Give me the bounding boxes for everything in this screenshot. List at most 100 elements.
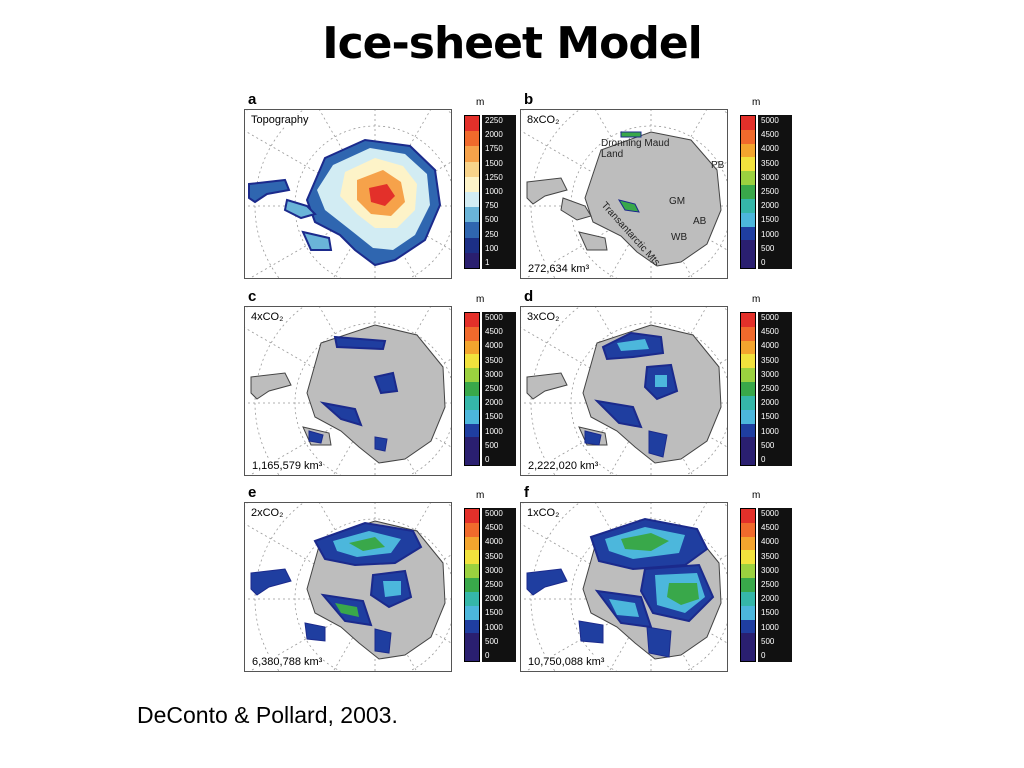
colorbar-swatch <box>741 212 755 227</box>
meridian-line <box>374 307 431 404</box>
map-graphic <box>521 110 727 278</box>
antarctica-map: 4xCO₂ 1,165,579 km³ <box>244 306 452 476</box>
colorbar-unit: m <box>476 97 485 108</box>
colorbar-swatch <box>465 591 479 606</box>
colorbar-swatch <box>465 550 479 565</box>
colorbar-swatch <box>465 437 479 452</box>
colorbar-tick-label: 4000 <box>485 537 503 547</box>
colorbar-tick-label: 4000 <box>761 537 779 547</box>
antarctica-map: 1xCO₂ 10,750,088 km³ <box>520 502 728 672</box>
colorbar-swatch <box>465 536 479 551</box>
colorbar-tick-label: 500 <box>485 440 499 450</box>
colorbar-swatch <box>741 647 755 661</box>
map-label: 4xCO₂ <box>250 311 285 323</box>
ice-volume: 6,380,788 km³ <box>251 656 324 668</box>
colorbar-swatch <box>465 161 479 177</box>
colorbar <box>740 312 756 466</box>
colorbar-tick-label: 2000 <box>485 594 503 604</box>
colorbar-ticks: 5000 4500 4000 3500 3000 2500 2000 1500 1000 500 0 <box>758 312 792 466</box>
colorbar-tick-label: 4000 <box>761 144 779 154</box>
map-graphic <box>245 503 451 671</box>
colorbar-swatch <box>741 354 755 369</box>
map-graphic <box>245 307 451 475</box>
colorbar-tick-label: 2500 <box>485 383 503 393</box>
region-wb: WB <box>671 232 688 243</box>
colorbar-swatch <box>741 409 755 424</box>
meridian-line <box>245 327 376 404</box>
colorbar-tick-label: 5000 <box>485 509 503 518</box>
colorbar-tick-label: 1500 <box>761 412 779 422</box>
colorbar-tick-label: 3500 <box>761 355 779 365</box>
meridian-line <box>319 503 376 600</box>
colorbar-tick-label: 1500 <box>485 158 503 168</box>
colorbar-swatch <box>465 633 479 648</box>
ice-volume: 2,222,020 km³ <box>527 460 600 472</box>
panel-letter: c <box>248 288 257 305</box>
antarctica-map: 3xCO₂ 2,222,020 km³ <box>520 306 728 476</box>
colorbar-unit: m <box>752 490 761 501</box>
colorbar-swatch <box>741 254 755 268</box>
colorbar-tick-label: 4500 <box>761 327 779 337</box>
colorbar-swatch <box>465 176 479 193</box>
colorbar-swatch <box>465 146 479 162</box>
colorbar-swatch <box>465 423 479 438</box>
colorbar-swatch <box>741 226 755 241</box>
colorbar-swatch <box>741 536 755 551</box>
colorbar-swatch <box>465 605 479 620</box>
colorbar-swatch <box>741 340 755 355</box>
colorbar <box>464 312 480 466</box>
colorbar-swatch <box>465 207 479 223</box>
colorbar-tick-label: 1250 <box>485 172 503 182</box>
colorbar-tick-label: 1000 <box>485 622 503 632</box>
colorbar-tick-label: 0 <box>761 650 766 660</box>
colorbar <box>464 115 480 269</box>
colorbar-tick-label: 0 <box>485 454 490 464</box>
colorbar-swatch <box>465 578 479 592</box>
colorbar-tick-label: 500 <box>761 440 775 450</box>
colorbar-tick-label: 4500 <box>485 523 503 533</box>
colorbar-tick-label: 0 <box>485 650 490 660</box>
colorbar-tick-label: 3000 <box>761 565 779 575</box>
meridian-line <box>249 402 376 475</box>
meridian-line <box>374 503 431 600</box>
colorbar-tick-label: 2500 <box>485 579 503 589</box>
colorbar-tick-label: 5000 <box>761 313 779 322</box>
colorbar-tick-label: 3000 <box>761 172 779 182</box>
meridian-line <box>319 110 376 207</box>
colorbar-swatch <box>465 192 479 208</box>
meridian-line <box>595 110 652 207</box>
colorbar-tick-label: 1000 <box>761 229 779 239</box>
colorbar-swatch <box>465 395 479 410</box>
colorbar-ticks: 2250 2000 1750 1500 1250 1000 750 500 250 100 1 <box>482 115 516 269</box>
colorbar-swatch <box>741 129 755 144</box>
colorbar-tick-label: 1000 <box>485 186 503 196</box>
colorbar-tick-label: 0 <box>761 257 766 267</box>
colorbar-tick-label: 1000 <box>485 426 503 436</box>
colorbar <box>740 508 756 662</box>
panel-e-2xco2: e m 2xCO₂ 6,380,788 km³ 5000 4500 4000 3500… <box>244 484 516 676</box>
colorbar-swatch <box>465 354 479 369</box>
colorbar-tick-label: 2000 <box>761 201 779 211</box>
colorbar-tick-label: 500 <box>485 636 499 646</box>
colorbar-swatch <box>741 633 755 648</box>
colorbar-swatch <box>741 326 755 341</box>
colorbar-swatch <box>741 382 755 396</box>
ice-volume: 1,165,579 km³ <box>251 460 324 472</box>
colorbar-tick-label: 4500 <box>485 327 503 337</box>
colorbar-swatch <box>741 395 755 410</box>
colorbar-tick-label: 5000 <box>485 313 503 322</box>
colorbar-swatch <box>741 437 755 452</box>
colorbar-swatch <box>465 222 479 238</box>
panel-letter: e <box>248 484 257 501</box>
colorbar-tick-label: 2000 <box>485 130 503 140</box>
colorbar-swatch <box>465 619 479 634</box>
colorbar-tick-label: 0 <box>761 454 766 464</box>
colorbar-swatch <box>465 313 479 327</box>
colorbar-swatch <box>741 185 755 199</box>
ice-volume: 10,750,088 km³ <box>527 656 606 668</box>
meridian-line <box>595 503 652 600</box>
colorbar-swatch <box>741 605 755 620</box>
colorbar-swatch <box>741 578 755 592</box>
region-pb: PB <box>711 160 725 171</box>
panel-letter: d <box>524 288 534 305</box>
